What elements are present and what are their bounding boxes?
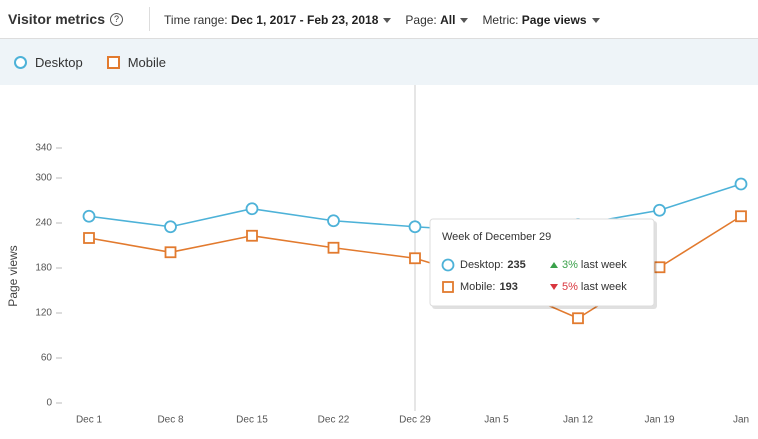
marker [653, 203, 666, 217]
change-value: 3% [562, 259, 578, 271]
tooltip-change: 5% last week [562, 281, 627, 293]
legend-marker [14, 55, 27, 69]
marker [327, 214, 340, 228]
x-tick-label: Jan 5 [484, 415, 509, 426]
filter[interactable]: Time range: Dec 1, 2017 - Feb 23, 2018 [164, 12, 392, 27]
marker [327, 241, 340, 254]
legend-item[interactable]: Mobile [106, 54, 166, 70]
y-tick-label: 0 [46, 398, 52, 409]
filter-label: Metric: [482, 12, 519, 27]
marker [442, 281, 454, 293]
trend-arrow [550, 284, 558, 290]
change-value: 5% [562, 281, 578, 293]
filter-label: Page: [405, 12, 437, 27]
x-tick-label: Jan 12 [563, 415, 593, 426]
tooltip: Week of December 29 Desktop: 235 3% last wee… [429, 218, 657, 309]
tooltip-label: Desktop: [460, 259, 503, 271]
x-tick-label: Dec 22 [318, 415, 350, 426]
y-tick-label: 240 [35, 218, 52, 229]
tooltip-row: Mobile: 193 [460, 281, 518, 293]
tooltip-value: 193 [499, 281, 517, 293]
filters: Time range: Dec 1, 2017 - Feb 23, 2018 Pa… [164, 12, 613, 27]
marker [164, 220, 177, 234]
marker [246, 229, 258, 242]
filter[interactable]: Page: All [405, 12, 469, 27]
trend-arrow [550, 262, 558, 268]
x-tick-label: Dec 15 [236, 415, 268, 426]
title: Visitor metrics [8, 11, 106, 27]
change-suffix: last week [581, 259, 627, 271]
separator [149, 7, 151, 31]
tooltip-change: 3% last week [562, 259, 627, 271]
legend-marker [106, 55, 120, 69]
help-icon[interactable]: ? [110, 12, 124, 26]
y-tick-label: 180 [35, 263, 52, 274]
tooltip-box [429, 218, 655, 307]
filter-value: All [440, 12, 456, 27]
legend: Desktop Mobile [0, 39, 758, 85]
legend-label: Mobile [127, 54, 166, 70]
marker [82, 209, 96, 223]
x-tick-label: Dec 1 [76, 415, 103, 426]
tooltip-value: 235 [507, 259, 525, 271]
marker [164, 246, 177, 259]
change-suffix: last week [581, 281, 627, 293]
marker [572, 312, 584, 325]
y-tick-label: 340 [35, 143, 52, 154]
caret [591, 17, 600, 23]
x-tick-label: Jan [733, 415, 749, 426]
marker [408, 220, 422, 234]
chart: Page views 0 60 120 180 240 300 340 Dec 1 Dec 8 De… [6, 85, 749, 426]
marker [735, 210, 747, 223]
filter[interactable]: Metric: Page views [482, 12, 600, 27]
marker [734, 177, 748, 191]
x-tick-label: Dec 29 [399, 415, 431, 426]
marker [83, 232, 95, 244]
caret [383, 17, 392, 23]
y-tick-label: 120 [35, 308, 52, 319]
y-tick-label: 300 [35, 173, 52, 184]
legend-label: Desktop [35, 54, 83, 70]
legend-item[interactable]: Desktop [14, 55, 83, 70]
tooltip-label: Mobile: [460, 281, 495, 293]
marker [245, 202, 259, 216]
marker [409, 252, 421, 265]
y-axis-label: Page views [6, 245, 20, 306]
header: Visitor metrics? Time range: Dec 1, 2017… [0, 0, 758, 39]
filter-label: Time range: [164, 12, 228, 27]
tooltip-row: Desktop: 235 [460, 259, 526, 271]
y-tick-label: 60 [41, 353, 53, 364]
caret [460, 17, 469, 23]
filter-value: Dec 1, 2017 - Feb 23, 2018 [230, 12, 379, 27]
tooltip-title: Week of December 29 [442, 231, 551, 243]
x-tick-label: Dec 8 [157, 415, 184, 426]
x-tick-label: Jan 19 [644, 415, 674, 426]
marker [441, 258, 455, 272]
filter-value: Page views [521, 12, 587, 27]
